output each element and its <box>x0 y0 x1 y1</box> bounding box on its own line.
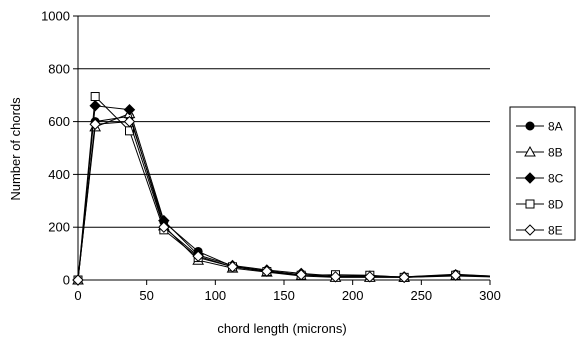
legend-box <box>509 106 576 241</box>
x-tick-label-4: 200 <box>342 288 364 303</box>
legend-item-8B: 8B <box>516 146 563 160</box>
data-point-8D-1 <box>90 92 100 102</box>
legend-label-8E: 8E <box>548 224 563 238</box>
gridlines <box>78 15 490 228</box>
data-point-8C-1 <box>89 100 101 112</box>
legend-label-8A: 8A <box>548 120 563 134</box>
y-tick-label-3: 600 <box>48 114 70 129</box>
axes <box>73 15 491 285</box>
series-line-8A <box>77 115 491 281</box>
data-point-8E-0 <box>72 274 84 286</box>
data-point-8E-3 <box>158 221 170 233</box>
y-axis-label: Number of chords <box>8 97 23 201</box>
series-8B <box>72 107 491 285</box>
series-group <box>72 92 491 286</box>
legend-label-8C: 8C <box>548 172 564 186</box>
data-point-8E-8 <box>329 271 342 283</box>
legend-label-8B: 8B <box>548 146 563 160</box>
data-point-8E-4 <box>192 250 204 262</box>
data-point-8E-11 <box>449 269 462 281</box>
x-tick-label-2: 100 <box>204 288 226 303</box>
y-tick-label-2: 400 <box>48 167 70 182</box>
legend-item-8D: 8D <box>516 198 564 212</box>
x-tick-label-1: 50 <box>139 288 153 303</box>
legend-item-8A: 8A <box>516 120 563 134</box>
series-line-8C <box>77 105 491 281</box>
data-point-8E-1 <box>89 118 101 130</box>
data-point-8E-5 <box>226 261 239 273</box>
x-tick-label-6: 300 <box>479 288 501 303</box>
x-tick-labels: 0 50 100 150 200 250 300 <box>74 288 500 303</box>
series-8C <box>72 100 491 286</box>
legend: 8A 8B 8C 8D 8E <box>509 106 576 241</box>
series-line-8D <box>77 95 491 281</box>
series-8E <box>72 115 491 286</box>
y-tick-label-4: 800 <box>48 61 70 76</box>
data-point-8E-7 <box>295 269 307 281</box>
data-point-8E-6 <box>261 265 273 277</box>
data-point-8E-10 <box>398 271 410 284</box>
y-tick-label-5: 1000 <box>41 9 70 24</box>
series-line-8E <box>77 121 491 281</box>
legend-label-8D: 8D <box>548 198 564 212</box>
legend-marker-8E <box>524 224 536 236</box>
legend-marker-8C <box>524 172 536 184</box>
y-tick-label-0: 0 <box>63 273 70 288</box>
data-point-8E-9 <box>364 271 376 283</box>
data-point-8E-2 <box>123 115 136 128</box>
legend-item-8C: 8C <box>516 172 564 186</box>
series-line-8B <box>77 113 491 281</box>
legend-marker-8A <box>525 121 535 131</box>
x-tick-label-5: 250 <box>410 288 432 303</box>
y-tick-labels: 0 200 400 600 800 1000 <box>41 9 70 288</box>
legend-marker-8D <box>525 199 535 209</box>
y-tick-label-1: 200 <box>48 220 70 235</box>
x-axis-label: chord length (microns) <box>217 321 346 336</box>
series-8A <box>73 111 491 285</box>
legend-marker-8B <box>524 145 536 157</box>
x-tick-label-0: 0 <box>74 288 81 303</box>
data-point-8C-2 <box>123 104 136 116</box>
legend-item-8E: 8E <box>516 224 563 238</box>
x-tick-label-3: 150 <box>273 288 295 303</box>
